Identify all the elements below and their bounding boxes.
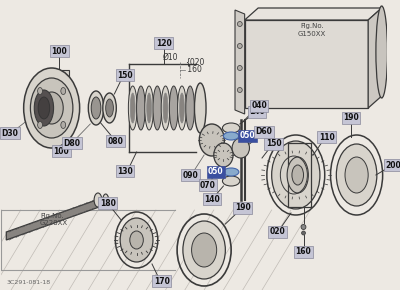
Ellipse shape bbox=[183, 221, 225, 279]
Text: 170: 170 bbox=[154, 276, 170, 285]
Ellipse shape bbox=[153, 86, 162, 130]
Text: D60: D60 bbox=[256, 128, 272, 137]
Ellipse shape bbox=[130, 93, 135, 123]
Ellipse shape bbox=[136, 86, 145, 130]
Ellipse shape bbox=[238, 21, 242, 26]
Text: 160: 160 bbox=[185, 65, 202, 74]
Ellipse shape bbox=[94, 193, 102, 207]
Text: 200: 200 bbox=[385, 160, 400, 169]
Text: 190: 190 bbox=[343, 113, 359, 122]
Ellipse shape bbox=[224, 168, 239, 176]
Polygon shape bbox=[48, 70, 69, 146]
Text: 040: 040 bbox=[251, 102, 267, 110]
Ellipse shape bbox=[24, 68, 80, 148]
Ellipse shape bbox=[61, 122, 66, 128]
Ellipse shape bbox=[38, 97, 50, 119]
Text: 100: 100 bbox=[54, 146, 69, 155]
Text: 110: 110 bbox=[319, 133, 334, 142]
Ellipse shape bbox=[214, 143, 233, 167]
Ellipse shape bbox=[91, 97, 101, 119]
Ellipse shape bbox=[103, 93, 116, 123]
Text: D30: D30 bbox=[2, 128, 18, 137]
Ellipse shape bbox=[103, 194, 108, 206]
Text: 150: 150 bbox=[266, 139, 282, 148]
Ellipse shape bbox=[30, 78, 73, 138]
Ellipse shape bbox=[34, 90, 54, 126]
Text: 020: 020 bbox=[270, 227, 285, 237]
Polygon shape bbox=[245, 8, 382, 20]
Text: 180: 180 bbox=[100, 198, 116, 208]
Ellipse shape bbox=[178, 86, 186, 130]
Ellipse shape bbox=[222, 123, 240, 133]
Text: 090: 090 bbox=[183, 171, 198, 180]
Text: 130: 130 bbox=[117, 166, 133, 175]
Text: 150: 150 bbox=[117, 70, 133, 79]
Ellipse shape bbox=[163, 93, 168, 123]
Ellipse shape bbox=[238, 66, 242, 70]
Ellipse shape bbox=[120, 218, 153, 262]
Ellipse shape bbox=[161, 86, 170, 130]
Text: 050: 050 bbox=[240, 131, 255, 140]
Polygon shape bbox=[235, 10, 245, 114]
Text: 140: 140 bbox=[204, 195, 220, 204]
Ellipse shape bbox=[40, 92, 63, 124]
Ellipse shape bbox=[186, 86, 194, 130]
Ellipse shape bbox=[180, 93, 184, 123]
Ellipse shape bbox=[238, 44, 242, 48]
Polygon shape bbox=[245, 20, 368, 108]
Ellipse shape bbox=[106, 99, 114, 117]
Ellipse shape bbox=[38, 88, 42, 95]
Ellipse shape bbox=[194, 83, 206, 133]
Text: 190: 190 bbox=[235, 204, 250, 213]
Polygon shape bbox=[6, 196, 108, 240]
Text: 120: 120 bbox=[156, 39, 172, 48]
Ellipse shape bbox=[272, 141, 320, 209]
Text: 070: 070 bbox=[200, 180, 216, 189]
Ellipse shape bbox=[238, 88, 242, 93]
Ellipse shape bbox=[287, 157, 308, 193]
Ellipse shape bbox=[302, 231, 306, 235]
Ellipse shape bbox=[128, 86, 137, 130]
Ellipse shape bbox=[169, 86, 178, 130]
Text: 050: 050 bbox=[208, 168, 224, 177]
Ellipse shape bbox=[222, 176, 240, 186]
Ellipse shape bbox=[224, 132, 239, 140]
Text: Fig.No.: Fig.No. bbox=[300, 23, 324, 29]
Ellipse shape bbox=[232, 138, 250, 158]
Ellipse shape bbox=[147, 93, 152, 123]
Text: Ø10: Ø10 bbox=[162, 53, 178, 62]
Text: 140: 140 bbox=[249, 108, 265, 117]
Ellipse shape bbox=[145, 86, 154, 130]
Text: D80: D80 bbox=[64, 139, 80, 148]
Text: {020: {020 bbox=[185, 57, 204, 66]
Text: G150XX: G150XX bbox=[298, 31, 326, 37]
Text: 3C291-081-18: 3C291-081-18 bbox=[6, 280, 50, 285]
Ellipse shape bbox=[301, 224, 306, 229]
Text: Fig.No.: Fig.No. bbox=[40, 213, 64, 219]
Ellipse shape bbox=[61, 88, 66, 95]
Text: 100: 100 bbox=[52, 46, 67, 55]
Ellipse shape bbox=[199, 124, 224, 156]
Text: G228XX: G228XX bbox=[40, 220, 68, 226]
Text: 080: 080 bbox=[107, 137, 123, 146]
Ellipse shape bbox=[376, 6, 388, 98]
Ellipse shape bbox=[345, 157, 368, 193]
Ellipse shape bbox=[192, 233, 217, 267]
Text: 160: 160 bbox=[296, 247, 311, 256]
Ellipse shape bbox=[88, 91, 104, 125]
Ellipse shape bbox=[292, 165, 304, 185]
Polygon shape bbox=[368, 8, 382, 108]
Ellipse shape bbox=[38, 122, 42, 128]
Ellipse shape bbox=[130, 231, 143, 249]
Ellipse shape bbox=[336, 144, 377, 206]
